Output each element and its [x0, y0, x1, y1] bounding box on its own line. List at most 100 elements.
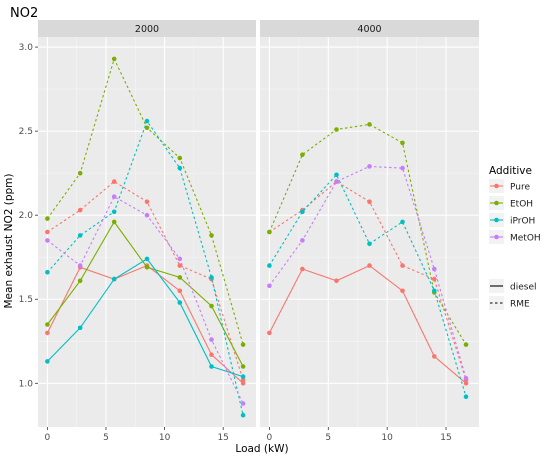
y-tick-label: 1.5 — [19, 295, 33, 305]
legend-item-iproh: iPrOH — [510, 217, 535, 227]
data-point-iproh-rme — [177, 165, 183, 171]
data-point-pure-diesel — [240, 381, 246, 386]
data-point-etoh-rme — [400, 140, 405, 146]
data-point-etoh-diesel — [240, 364, 246, 369]
data-point-etoh-diesel — [77, 278, 83, 284]
data-point-metoh-rme — [209, 337, 214, 342]
facet-panel-4000: 4000 0 5 10 15 — [260, 20, 479, 443]
data-point-pure-rme — [367, 199, 372, 204]
data-point-metoh-rme — [45, 238, 50, 243]
data-point-iproh-rme — [400, 219, 405, 225]
facet-panel-2000: 2000 0 5 10 15 1.0 1.5 2.0 2.5 3.0 — [19, 20, 256, 443]
y-tick-label: 2.5 — [19, 127, 33, 137]
x-tick-label: 5 — [103, 433, 109, 443]
data-point-metoh-rme — [111, 194, 117, 199]
data-point-pure-diesel — [367, 263, 372, 268]
x-tick-label: 0 — [267, 433, 273, 443]
legend-item-pure: Pure — [510, 183, 530, 193]
data-point-pure-rme — [177, 263, 183, 268]
data-point-iproh-rme — [267, 263, 272, 268]
y-tick-label: 1.0 — [19, 379, 34, 389]
data-point-etoh-rme — [367, 122, 372, 127]
legend-item-metoh: MetOH — [510, 234, 541, 244]
data-point-etoh-rme — [45, 216, 50, 221]
data-point-pure-diesel — [177, 288, 183, 294]
legend-key-point — [494, 183, 499, 189]
facet-strip-label: 2000 — [135, 24, 159, 35]
data-point-iproh-rme — [367, 241, 372, 247]
data-point-pure-rme — [111, 179, 117, 184]
data-point-etoh-rme — [240, 342, 246, 347]
data-point-iproh-rme — [240, 412, 246, 418]
data-point-iproh-diesel — [111, 276, 117, 282]
legend: Additive Pure EtOH iPrOH MetOH diesel RME — [489, 165, 541, 310]
data-point-iproh-rme — [144, 118, 150, 124]
data-point-etoh-rme — [77, 170, 83, 176]
data-point-iproh-rme — [300, 209, 305, 215]
facet-strip — [260, 20, 479, 37]
x-tick-label: 10 — [159, 433, 171, 443]
data-point-etoh-diesel — [177, 275, 183, 280]
data-point-pure-diesel — [400, 288, 405, 294]
data-point-metoh-rme — [432, 266, 437, 272]
data-point-metoh-rme — [400, 165, 405, 171]
x-axis-label: Load (kW) — [235, 443, 288, 455]
x-tick-label: 10 — [381, 433, 393, 443]
data-point-pure-rme — [77, 207, 83, 213]
legend-title: Additive — [489, 165, 532, 177]
data-point-iproh-diesel — [209, 364, 214, 369]
data-point-iproh-diesel — [240, 374, 246, 379]
data-point-etoh-rme — [144, 125, 150, 131]
data-point-iproh-rme — [111, 209, 117, 215]
facet-strip — [38, 20, 256, 37]
data-point-iproh-rme — [463, 394, 469, 400]
data-point-metoh-rme — [300, 238, 305, 243]
y-tick-label: 3.0 — [19, 43, 34, 53]
data-point-iproh-rme — [432, 288, 437, 294]
legend-item-diesel: diesel — [510, 283, 536, 293]
data-point-pure-rme — [240, 377, 246, 383]
data-point-etoh-diesel — [111, 219, 117, 225]
data-point-pure-diesel — [209, 352, 214, 358]
data-point-metoh-rme — [240, 401, 246, 406]
data-point-pure-diesel — [45, 330, 50, 336]
data-point-pure-diesel — [267, 330, 272, 336]
x-tick-label: 15 — [217, 433, 228, 443]
data-point-etoh-diesel — [144, 265, 150, 270]
data-point-iproh-rme — [45, 270, 50, 275]
data-point-pure-rme — [400, 263, 405, 268]
data-point-metoh-rme — [463, 376, 469, 381]
legend-key-point — [494, 200, 499, 206]
data-point-pure-rme — [45, 229, 50, 235]
data-point-iproh-diesel — [77, 325, 83, 331]
data-point-pure-diesel — [300, 266, 305, 272]
data-point-pure-diesel — [463, 381, 469, 386]
data-point-etoh-rme — [300, 152, 305, 157]
data-point-iproh-rme — [334, 172, 339, 178]
chart-title: NO2 — [10, 6, 38, 21]
data-point-etoh-diesel — [45, 322, 50, 327]
data-point-etoh-rme — [111, 56, 117, 62]
facet-strip-label: 4000 — [357, 24, 381, 35]
x-tick-label: 15 — [440, 433, 451, 443]
data-point-etoh-diesel — [209, 303, 214, 309]
x-tick-label: 5 — [325, 433, 331, 443]
legend-item-etoh: EtOH — [510, 200, 533, 210]
data-point-etoh-rme — [463, 342, 469, 347]
data-point-etoh-rme — [334, 127, 339, 132]
data-point-etoh-rme — [267, 229, 272, 235]
x-tick-label: 0 — [45, 433, 51, 443]
facet-panels: 2000 0 5 10 15 1.0 1.5 2.0 2.5 3.0 4000 0 5 10 15 — [19, 20, 479, 443]
legend-key-point — [494, 234, 499, 240]
data-point-metoh-rme — [144, 212, 150, 218]
data-point-metoh-rme — [267, 283, 272, 289]
legend-key-point — [494, 217, 499, 223]
data-point-etoh-rme — [177, 155, 183, 161]
y-axis-label: Mean exhaust NO2 (ppm) — [3, 174, 15, 309]
data-point-metoh-rme — [367, 164, 372, 169]
data-point-metoh-rme — [334, 179, 339, 184]
data-point-pure-diesel — [432, 354, 437, 359]
data-point-iproh-diesel — [45, 359, 50, 364]
